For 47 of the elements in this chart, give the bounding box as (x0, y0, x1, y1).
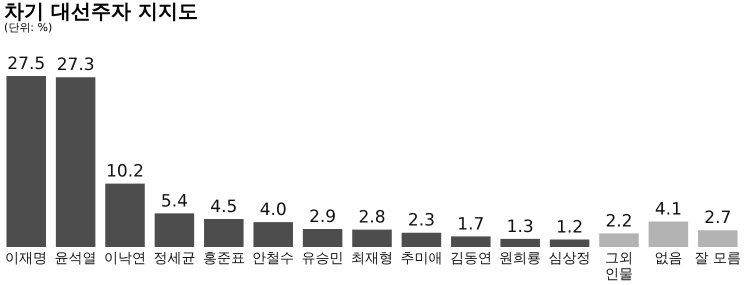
x-tick-label: 없음 (654, 250, 682, 266)
bar (500, 238, 540, 247)
bar (302, 228, 342, 247)
x-tick-label: 윤석열 (54, 250, 97, 266)
data-label: 27.5 (7, 54, 46, 74)
bar (105, 184, 145, 247)
data-label: 2.9 (309, 206, 336, 227)
data-label: 27.3 (56, 55, 95, 76)
bar (352, 230, 392, 247)
data-label: 2.2 (605, 211, 633, 232)
bar (253, 222, 293, 247)
chart-subtitle: (단위: %) (4, 21, 52, 34)
chart-title: 차기 대선주자 지지도 (4, 0, 198, 23)
data-label: 1.7 (457, 214, 484, 234)
bar (56, 77, 96, 247)
bar (6, 76, 46, 247)
data-label: 2.7 (704, 208, 732, 228)
data-label: 1.3 (506, 216, 534, 237)
x-tick-label: 이낙연 (104, 250, 146, 266)
data-label: 2.3 (408, 210, 435, 231)
bar (204, 219, 244, 247)
x-tick-label: 김동연 (450, 250, 492, 266)
x-tick-label: 홍준표 (202, 250, 245, 266)
x-tick-label: 원희룡 (499, 250, 542, 266)
bar (550, 240, 590, 247)
data-label: 4.1 (654, 200, 682, 220)
x-tick-label: 안철수 (252, 250, 294, 266)
x-tick-label: 최재형 (351, 250, 393, 266)
data-label: 5.4 (160, 191, 188, 212)
data-label: 10.2 (106, 162, 144, 182)
x-tick-label: 잘 모름 (694, 250, 741, 266)
bar (154, 213, 194, 247)
data-label: 4.5 (210, 197, 238, 218)
data-label: 4.0 (260, 200, 287, 220)
x-tick-label: 유승민 (302, 250, 344, 266)
bar (402, 232, 442, 247)
x-tick-label: 심상정 (548, 250, 591, 266)
bar (451, 236, 491, 247)
bar (698, 230, 738, 247)
x-tick-label: 정세균 (153, 250, 196, 266)
bar (648, 222, 688, 247)
x-tick-label: 추미애 (400, 250, 442, 266)
x-tick-label: 이재명 (5, 250, 48, 266)
data-label: 2.8 (358, 208, 386, 228)
x-tick-label: 그외 인물 (604, 250, 633, 282)
data-label: 1.2 (556, 218, 584, 238)
bar (599, 233, 639, 247)
